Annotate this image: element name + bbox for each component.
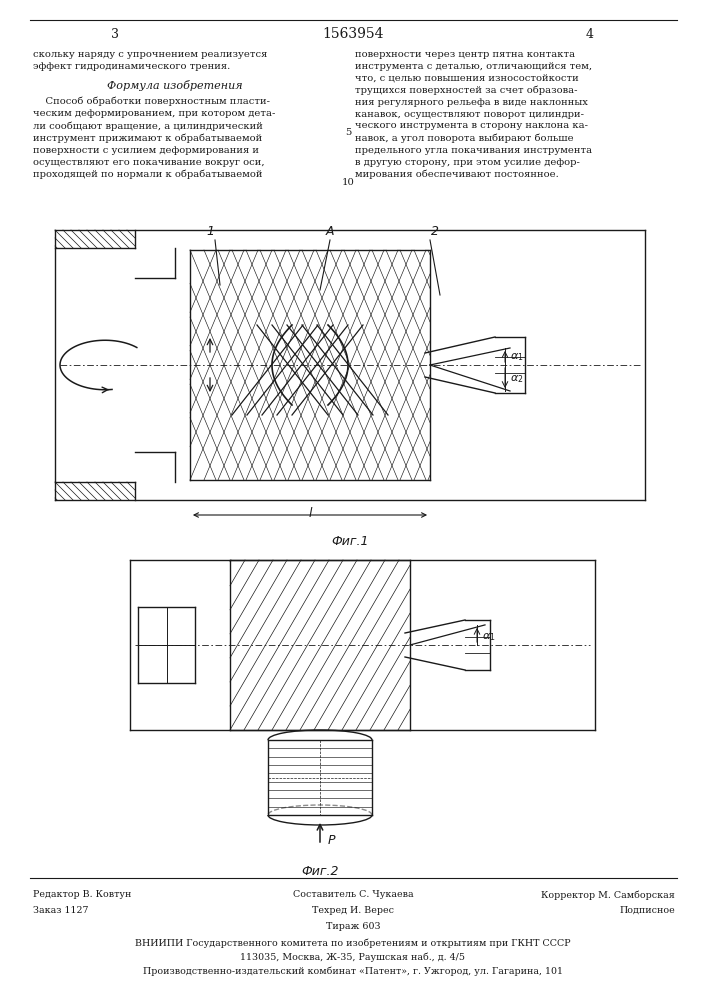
Text: Производственно-издательский комбинат «Патент», г. Ужгород, ул. Гагарина, 101: Производственно-издательский комбинат «П… — [143, 966, 563, 976]
Text: Формула изобретения: Формула изобретения — [107, 80, 243, 91]
Text: 3: 3 — [111, 27, 119, 40]
Text: $\alpha_2$: $\alpha_2$ — [510, 373, 523, 385]
Text: Редактор В. Ковтун: Редактор В. Ковтун — [33, 890, 132, 899]
Text: Подписное: Подписное — [619, 906, 675, 915]
Text: 2: 2 — [431, 225, 439, 238]
Text: 10: 10 — [341, 178, 354, 187]
Text: скольку наряду с упрочнением реализуется
эффект гидродинамического трения.: скольку наряду с упрочнением реализуется… — [33, 50, 267, 71]
Text: $\alpha_1$: $\alpha_1$ — [482, 631, 496, 643]
Text: Фиг.2: Фиг.2 — [301, 865, 339, 878]
Text: 1: 1 — [206, 225, 214, 238]
Text: Фиг.1: Фиг.1 — [332, 535, 369, 548]
Text: поверхности через центр пятна контакта
инструмента с деталью, отличающийся тем,
: поверхности через центр пятна контакта и… — [355, 50, 592, 179]
Text: Заказ 1127: Заказ 1127 — [33, 906, 88, 915]
Text: Корректор М. Самборская: Корректор М. Самборская — [541, 890, 675, 900]
Text: 113035, Москва, Ж-35, Раушская наб., д. 4/5: 113035, Москва, Ж-35, Раушская наб., д. … — [240, 952, 465, 962]
Text: Техред И. Верес: Техред И. Верес — [312, 906, 394, 915]
Text: 5: 5 — [345, 128, 351, 137]
Text: Составитель С. Чукаева: Составитель С. Чукаева — [293, 890, 414, 899]
Text: 4: 4 — [586, 27, 594, 40]
Text: ВНИИПИ Государственного комитета по изобретениям и открытиям при ГКНТ СССР: ВНИИПИ Государственного комитета по изоб… — [135, 938, 571, 948]
Text: $\alpha_1$: $\alpha_1$ — [510, 351, 524, 363]
Text: Тираж 603: Тираж 603 — [326, 922, 380, 931]
Text: l: l — [308, 507, 312, 520]
Text: A: A — [326, 225, 334, 238]
Text: Способ обработки поверхностным пласти-
ческим деформированием, при котором дета-: Способ обработки поверхностным пласти- ч… — [33, 97, 275, 179]
Text: P: P — [328, 834, 336, 846]
Text: 1563954: 1563954 — [322, 27, 384, 41]
